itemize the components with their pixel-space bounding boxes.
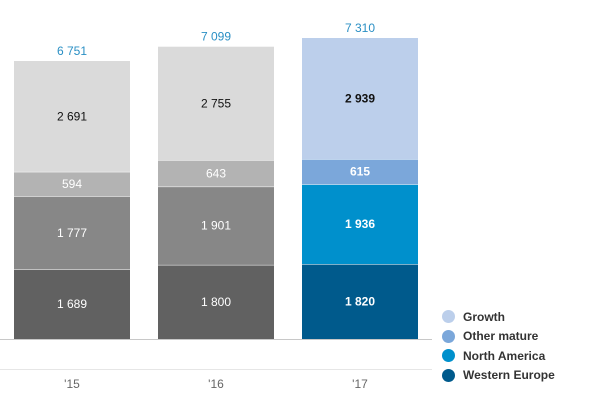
bar-segment [302, 264, 418, 339]
data-label: 1 800 [201, 295, 231, 309]
x-tick-label: '15 [64, 377, 80, 391]
legend: Growth Other mature North America Wester… [442, 307, 555, 385]
bar-segment [14, 171, 130, 197]
legend-label: North America [463, 348, 546, 363]
data-label: 643 [206, 166, 226, 180]
legend-swatch [442, 349, 455, 363]
legend-swatch [442, 329, 455, 343]
total-label: 7 099 [201, 30, 231, 44]
data-label: 1 689 [57, 297, 87, 311]
data-label: 2 939 [345, 92, 375, 106]
total-label: 6 751 [57, 44, 87, 58]
bar-segment [302, 38, 418, 160]
data-label: 1 936 [345, 217, 375, 231]
bar-segment [158, 160, 274, 187]
legend-swatch [442, 368, 455, 382]
legend-item-western-europe: Western Europe [442, 366, 555, 386]
data-label: 2 691 [57, 109, 87, 123]
legend-item-other-mature: Other mature [442, 327, 555, 347]
legend-label: Western Europe [463, 368, 555, 383]
data-label: 1 901 [201, 219, 231, 233]
data-label: 594 [62, 177, 82, 191]
legend-swatch [442, 310, 455, 324]
bar-segment [302, 159, 418, 185]
data-label: 1 777 [57, 226, 87, 240]
legend-item-growth: Growth [442, 307, 555, 327]
x-tick-label: '17 [352, 377, 368, 391]
bar-segment [158, 186, 274, 265]
legend-label: Growth [463, 309, 505, 324]
legend-item-north-america: North America [442, 346, 555, 366]
total-label: 7 310 [345, 21, 375, 35]
legend-label: Other mature [463, 329, 539, 344]
bar-segment [158, 264, 274, 339]
data-label: 2 755 [201, 96, 231, 110]
bar-segment [14, 196, 130, 270]
bar-segment [158, 46, 274, 161]
data-label: 1 820 [345, 295, 375, 309]
x-tick-label: '16 [208, 377, 224, 391]
data-label: 615 [350, 165, 370, 179]
bar-segment [302, 184, 418, 265]
bar-segment [14, 61, 130, 172]
bar-segment [14, 269, 130, 339]
